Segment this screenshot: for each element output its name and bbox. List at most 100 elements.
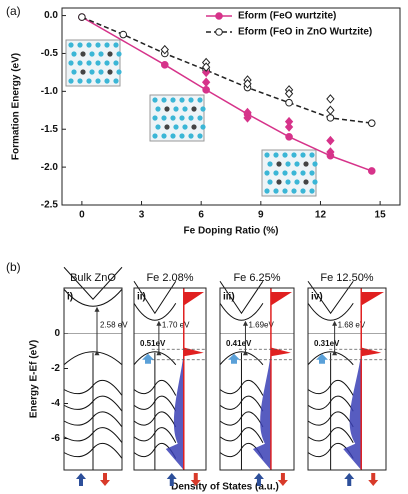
dos-down [343, 352, 362, 470]
atom [116, 51, 122, 57]
atom [170, 133, 176, 139]
level-label: 0.31eV [314, 339, 340, 348]
x-tick-label: 12 [315, 210, 327, 221]
data-point [326, 147, 335, 157]
atom [273, 152, 279, 158]
atom [113, 78, 119, 84]
atom [282, 152, 288, 158]
legend-marker [215, 28, 223, 36]
atom [170, 115, 176, 121]
atom [80, 69, 86, 75]
atom [285, 161, 291, 167]
atom [291, 152, 297, 158]
atom [191, 106, 197, 112]
spin-down-arrow [100, 473, 110, 486]
atom [264, 152, 270, 158]
data-point [285, 98, 293, 107]
y-tick-label: -0.5 [41, 48, 59, 59]
band [307, 280, 354, 315]
x-tick-label: 3 [139, 210, 145, 221]
atom [113, 42, 119, 48]
atom [282, 188, 288, 194]
legend-label: Eform (FeO wurtzite) [238, 11, 336, 22]
atom [152, 115, 158, 121]
atom [152, 97, 158, 103]
x-tick-label: 6 [198, 210, 204, 221]
atom [273, 188, 279, 194]
dos-down [165, 352, 184, 470]
atom [86, 42, 92, 48]
atom [276, 161, 282, 167]
atom [264, 188, 270, 194]
x-tick-label: 0 [79, 210, 85, 221]
atom [161, 115, 167, 121]
atom [197, 97, 203, 103]
atom [267, 179, 273, 185]
data-point [201, 67, 211, 78]
band [219, 351, 264, 366]
y-axis-label: Formation Energy (eV) [11, 53, 22, 160]
atom [161, 97, 167, 103]
atom [86, 60, 92, 66]
atom [282, 170, 288, 176]
spin-up-arrow [344, 473, 355, 486]
atom [182, 124, 188, 130]
atom [291, 188, 297, 194]
y-tick-label: -6 [51, 433, 60, 444]
structure-inset [65, 39, 122, 87]
data-point [326, 135, 335, 146]
roman-label: i) [67, 292, 73, 303]
atom [179, 115, 185, 121]
atom [161, 133, 167, 139]
atom [95, 78, 101, 84]
x-axis-label: Density of States (a.u.) [171, 482, 279, 493]
level-label: 0.51eV [140, 339, 166, 348]
data-point [284, 88, 294, 99]
panel-frame [307, 287, 387, 471]
atom [116, 69, 122, 75]
atom [104, 60, 110, 66]
band [63, 288, 123, 307]
atom [264, 170, 270, 176]
gap-label: 1.68 eV [338, 321, 366, 330]
band-structure [307, 280, 354, 470]
y-tick-label: -2 [51, 363, 60, 374]
spin-down-arrow [277, 473, 288, 486]
data-point [160, 44, 169, 55]
atom [309, 170, 315, 176]
x-tick-label: 9 [258, 210, 264, 221]
atom [300, 170, 306, 176]
atom [179, 97, 185, 103]
atom [182, 106, 188, 112]
data-point [326, 105, 335, 116]
data-point [201, 77, 211, 88]
atom [309, 188, 315, 194]
atom [197, 133, 203, 139]
panel-title: Fe 12.50% [320, 272, 373, 284]
data-point [326, 94, 335, 104]
panel-title: Fe 2.08% [146, 272, 193, 284]
atom [77, 78, 83, 84]
spin-down-arrow [190, 473, 201, 486]
y-tick-label: 0 [54, 328, 60, 339]
atom [95, 60, 101, 66]
atom [104, 42, 110, 48]
data-point [243, 79, 252, 89]
atom [107, 69, 113, 75]
panel-frame [219, 287, 295, 471]
atom [68, 78, 74, 84]
gap-label: 2.58 eV [100, 321, 128, 330]
level-label: 0.41eV [226, 339, 252, 348]
band-structure [133, 280, 177, 470]
band [307, 302, 354, 321]
atom [200, 124, 206, 130]
atom [80, 51, 86, 57]
atom [164, 124, 170, 130]
x-axis-label: Fe Doping Ratio (%) [184, 226, 279, 237]
atom [188, 115, 194, 121]
atom [89, 69, 95, 75]
band [219, 302, 264, 321]
panel-label: (b) [6, 260, 21, 274]
data-point [284, 122, 294, 132]
